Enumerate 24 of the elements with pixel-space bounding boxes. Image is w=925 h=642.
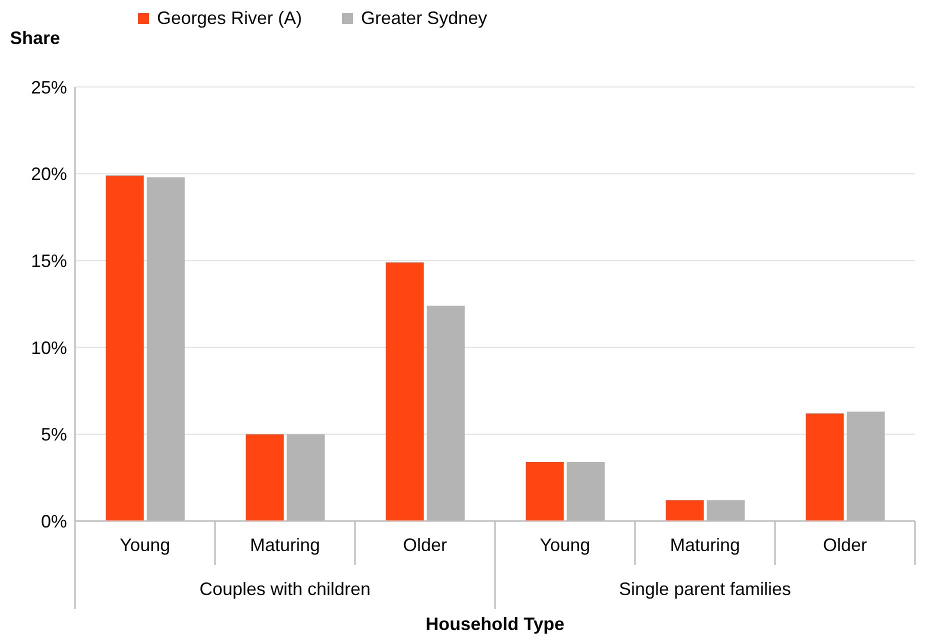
y-tick-label: 20%: [30, 164, 67, 184]
y-tick-label: 15%: [30, 250, 67, 271]
bar: [806, 413, 844, 521]
bar: [666, 500, 704, 521]
bar: [246, 434, 284, 521]
legend-label: Georges River (A): [157, 8, 302, 29]
bar: [386, 262, 424, 521]
x-tick-label: Maturing: [250, 535, 320, 555]
x-tick-label: Older: [402, 535, 448, 555]
y-tick-label: 10%: [30, 338, 67, 358]
x-tick-label: Older: [822, 535, 868, 555]
x-axis-title: Household Type: [424, 614, 566, 635]
text: Single parent families: [618, 579, 792, 599]
y-tick-label: 25%: [30, 77, 67, 98]
bar: [106, 176, 144, 521]
y-tick-label: 0%: [40, 511, 67, 532]
y-tick-label: 5%: [40, 424, 67, 445]
text: Couples with children: [199, 579, 371, 599]
bar: [526, 462, 564, 521]
x-tick-label: Young: [540, 535, 590, 555]
legend-label: Greater Sydney: [361, 8, 488, 29]
x-tick-label: Maturing: [670, 535, 740, 555]
x-tick-label: Young: [120, 535, 170, 555]
y-axis-title: Share: [10, 28, 60, 49]
